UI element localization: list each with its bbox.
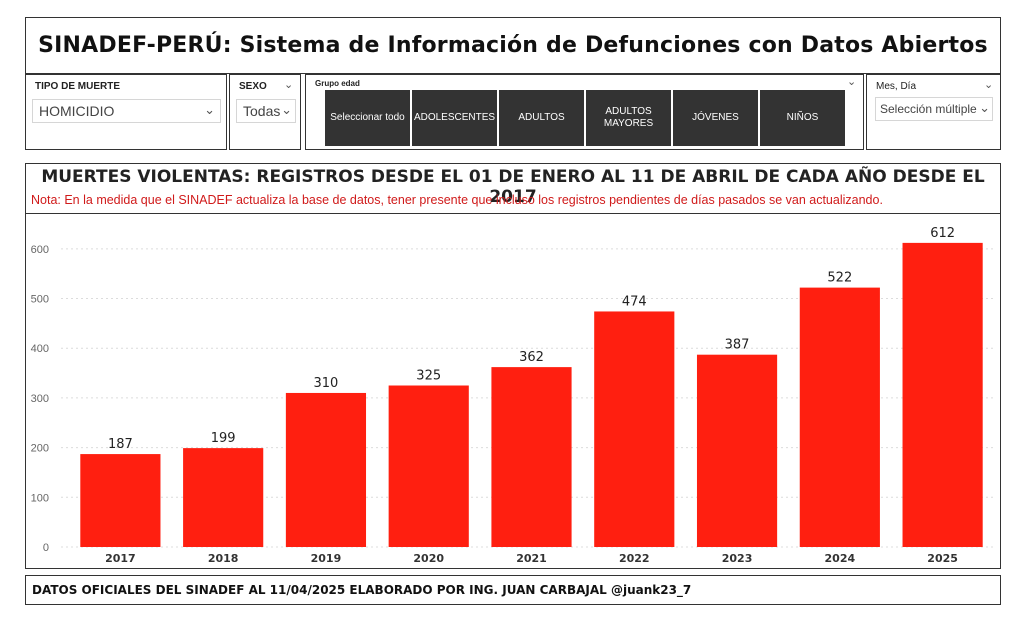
y-tick-label: 200 xyxy=(31,443,49,455)
data-label: 522 xyxy=(827,271,852,286)
x-tick-label: 2022 xyxy=(619,552,650,565)
bar-chart: 0 100 200 300 400 500 600 187 2017 199 2018 310 2019… xyxy=(31,226,994,565)
chart-note: Nota: En la medida que el SINADEF actual… xyxy=(31,193,883,207)
footer-text: DATOS OFICIALES DEL SINADEF AL 11/04/202… xyxy=(32,583,692,597)
tile-adultos-mayores[interactable]: ADULTOS MAYORES xyxy=(586,90,671,146)
dashboard-header: SINADEF-PERÚ: Sistema de Información de … xyxy=(25,17,1001,74)
y-tick-label: 500 xyxy=(31,294,49,306)
bar-2022 xyxy=(594,311,675,547)
chevron-down-icon: ⌄ xyxy=(281,102,292,117)
data-label: 187 xyxy=(108,437,133,452)
data-label: 199 xyxy=(211,431,236,446)
x-tick-label: 2018 xyxy=(208,552,239,565)
page-title: SINADEF-PERÚ: Sistema de Información de … xyxy=(38,33,988,58)
chevron-down-icon[interactable]: ⌄ xyxy=(284,79,294,91)
tile-ninos[interactable]: NIÑOS xyxy=(760,90,845,146)
y-tick-label: 300 xyxy=(31,393,49,405)
slicer-tipo-muerte: TIPO DE MUERTE HOMICIDIO ⌄ xyxy=(25,74,227,150)
chevron-down-icon[interactable]: ⌄ xyxy=(847,76,857,88)
bar-2024 xyxy=(799,287,880,547)
x-tick-label: 2019 xyxy=(311,552,342,565)
x-tick-label: 2025 xyxy=(927,552,958,565)
slicer-label: SEXO xyxy=(239,81,267,92)
tile-adolescentes[interactable]: ADOLESCENTES xyxy=(412,90,497,146)
slicer-label: TIPO DE MUERTE xyxy=(35,81,121,92)
tile-jovenes[interactable]: JÓVENES xyxy=(673,90,758,146)
data-label: 310 xyxy=(314,376,339,391)
data-label: 474 xyxy=(622,294,647,309)
x-tick-label: 2020 xyxy=(413,552,444,565)
data-label: 387 xyxy=(725,338,750,353)
bar-2018 xyxy=(183,448,264,547)
chart-title: MUERTES VIOLENTAS: REGISTROS DESDE EL 01… xyxy=(41,167,985,207)
data-label: 612 xyxy=(930,226,955,241)
tile-seleccionar-todo[interactable]: Seleccionar todo xyxy=(325,90,410,146)
dropdown-value: Todas xyxy=(243,103,281,119)
chart-panel: MUERTES VIOLENTAS: REGISTROS DESDE EL 01… xyxy=(25,163,1001,569)
y-tick-label: 0 xyxy=(43,542,49,554)
slicer-sexo: SEXO ⌄ Todas ⌄ xyxy=(229,74,301,150)
x-tick-label: 2017 xyxy=(105,552,136,565)
data-label: 362 xyxy=(519,350,544,365)
bar-2017 xyxy=(80,454,161,547)
x-tick-label: 2023 xyxy=(722,552,753,565)
bar-2020 xyxy=(388,385,469,547)
slicer-mes-dia: Mes, Día ⌄ Selección múltiple ⌄ xyxy=(866,74,1001,150)
footer: DATOS OFICIALES DEL SINADEF AL 11/04/202… xyxy=(25,575,1001,605)
sexo-dropdown[interactable]: Todas ⌄ xyxy=(236,99,296,123)
data-label: 325 xyxy=(416,369,441,384)
tile-adultos[interactable]: ADULTOS xyxy=(499,90,584,146)
slicer-grupo-edad: Grupo edad ⌄ Seleccionar todo ADOLESCENT… xyxy=(305,74,864,150)
y-tick-label: 600 xyxy=(31,244,49,256)
chevron-down-icon[interactable]: ⌄ xyxy=(984,79,994,91)
bar-2025 xyxy=(902,242,983,548)
chevron-down-icon: ⌄ xyxy=(204,102,215,117)
tipo-muerte-dropdown[interactable]: HOMICIDIO ⌄ xyxy=(32,99,221,123)
bar-2021 xyxy=(491,367,572,547)
y-tick-label: 400 xyxy=(31,343,49,355)
bar-2023 xyxy=(696,354,778,547)
bar-2019 xyxy=(285,392,367,547)
chevron-down-icon: ⌄ xyxy=(979,100,990,115)
edad-tiles: Seleccionar todo ADOLESCENTES ADULTOS AD… xyxy=(325,90,845,146)
slicer-label: Mes, Día xyxy=(876,81,917,92)
x-tick-label: 2024 xyxy=(825,552,856,565)
x-tick-label: 2021 xyxy=(516,552,547,565)
dropdown-value: Selección múltiple xyxy=(880,102,977,116)
mes-dia-dropdown[interactable]: Selección múltiple ⌄ xyxy=(875,97,993,121)
divider xyxy=(26,213,1000,214)
y-tick-label: 100 xyxy=(31,492,49,504)
slicer-label: Grupo edad xyxy=(315,79,360,88)
dropdown-value: HOMICIDIO xyxy=(39,103,115,119)
